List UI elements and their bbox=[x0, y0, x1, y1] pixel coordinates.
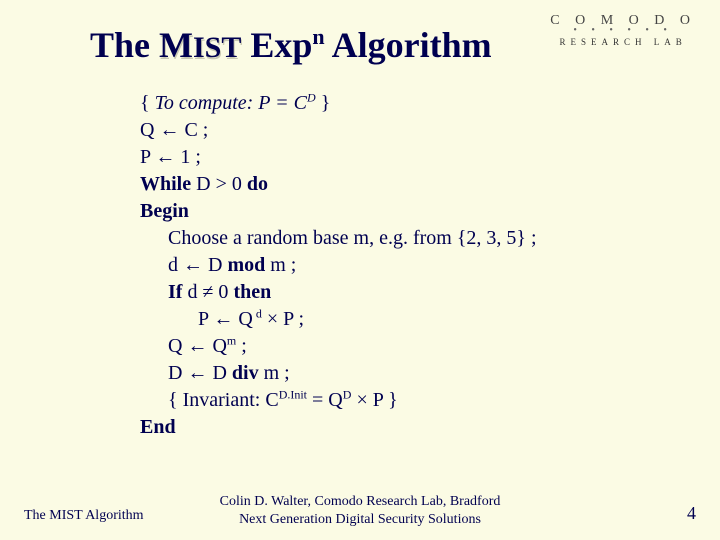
line-d-mod: d ← D mod m ; bbox=[140, 252, 660, 279]
brand-logo: C O M O D O • • • • • • RESEARCH LAB bbox=[550, 14, 696, 47]
line-p-init: P ← 1 ; bbox=[140, 144, 660, 171]
title-pre: The bbox=[90, 25, 159, 65]
algorithm-body: { To compute: P = CD } Q ← C ; P ← 1 ; W… bbox=[140, 90, 660, 441]
footer-line-2: Next Generation Digital Security Solutio… bbox=[0, 511, 720, 529]
slide-title: The MISTMIST Expn Algorithm bbox=[90, 24, 492, 66]
line-d-div: D ← D div m ; bbox=[140, 360, 660, 387]
title-mid: Exp bbox=[241, 25, 312, 65]
line-while: While D > 0 do bbox=[140, 171, 660, 198]
line-choose: Choose a random base m, e.g. from {2, 3,… bbox=[140, 225, 660, 252]
line-end: End bbox=[140, 414, 660, 441]
line-begin: Begin bbox=[140, 198, 660, 225]
line-q-init: Q ← C ; bbox=[140, 117, 660, 144]
line-if: If d ≠ 0 then bbox=[140, 279, 660, 306]
line-comment-compute: { To compute: P = CD } bbox=[140, 90, 660, 117]
line-invariant: { Invariant: CD.Init = QD × P } bbox=[140, 387, 660, 414]
line-p-update: P ← Q d × P ; bbox=[140, 306, 660, 333]
logo-bottom: RESEARCH LAB bbox=[550, 38, 696, 47]
title-mist: MISTMIST bbox=[159, 25, 241, 65]
footer-center: Colin D. Walter, Comodo Research Lab, Br… bbox=[0, 493, 720, 528]
page-number: 4 bbox=[687, 503, 696, 524]
footer-line-1: Colin D. Walter, Comodo Research Lab, Br… bbox=[0, 493, 720, 511]
title-post: Algorithm bbox=[325, 25, 492, 65]
line-q-update: Q ← Qm ; bbox=[140, 333, 660, 360]
title-sup: n bbox=[312, 24, 324, 49]
